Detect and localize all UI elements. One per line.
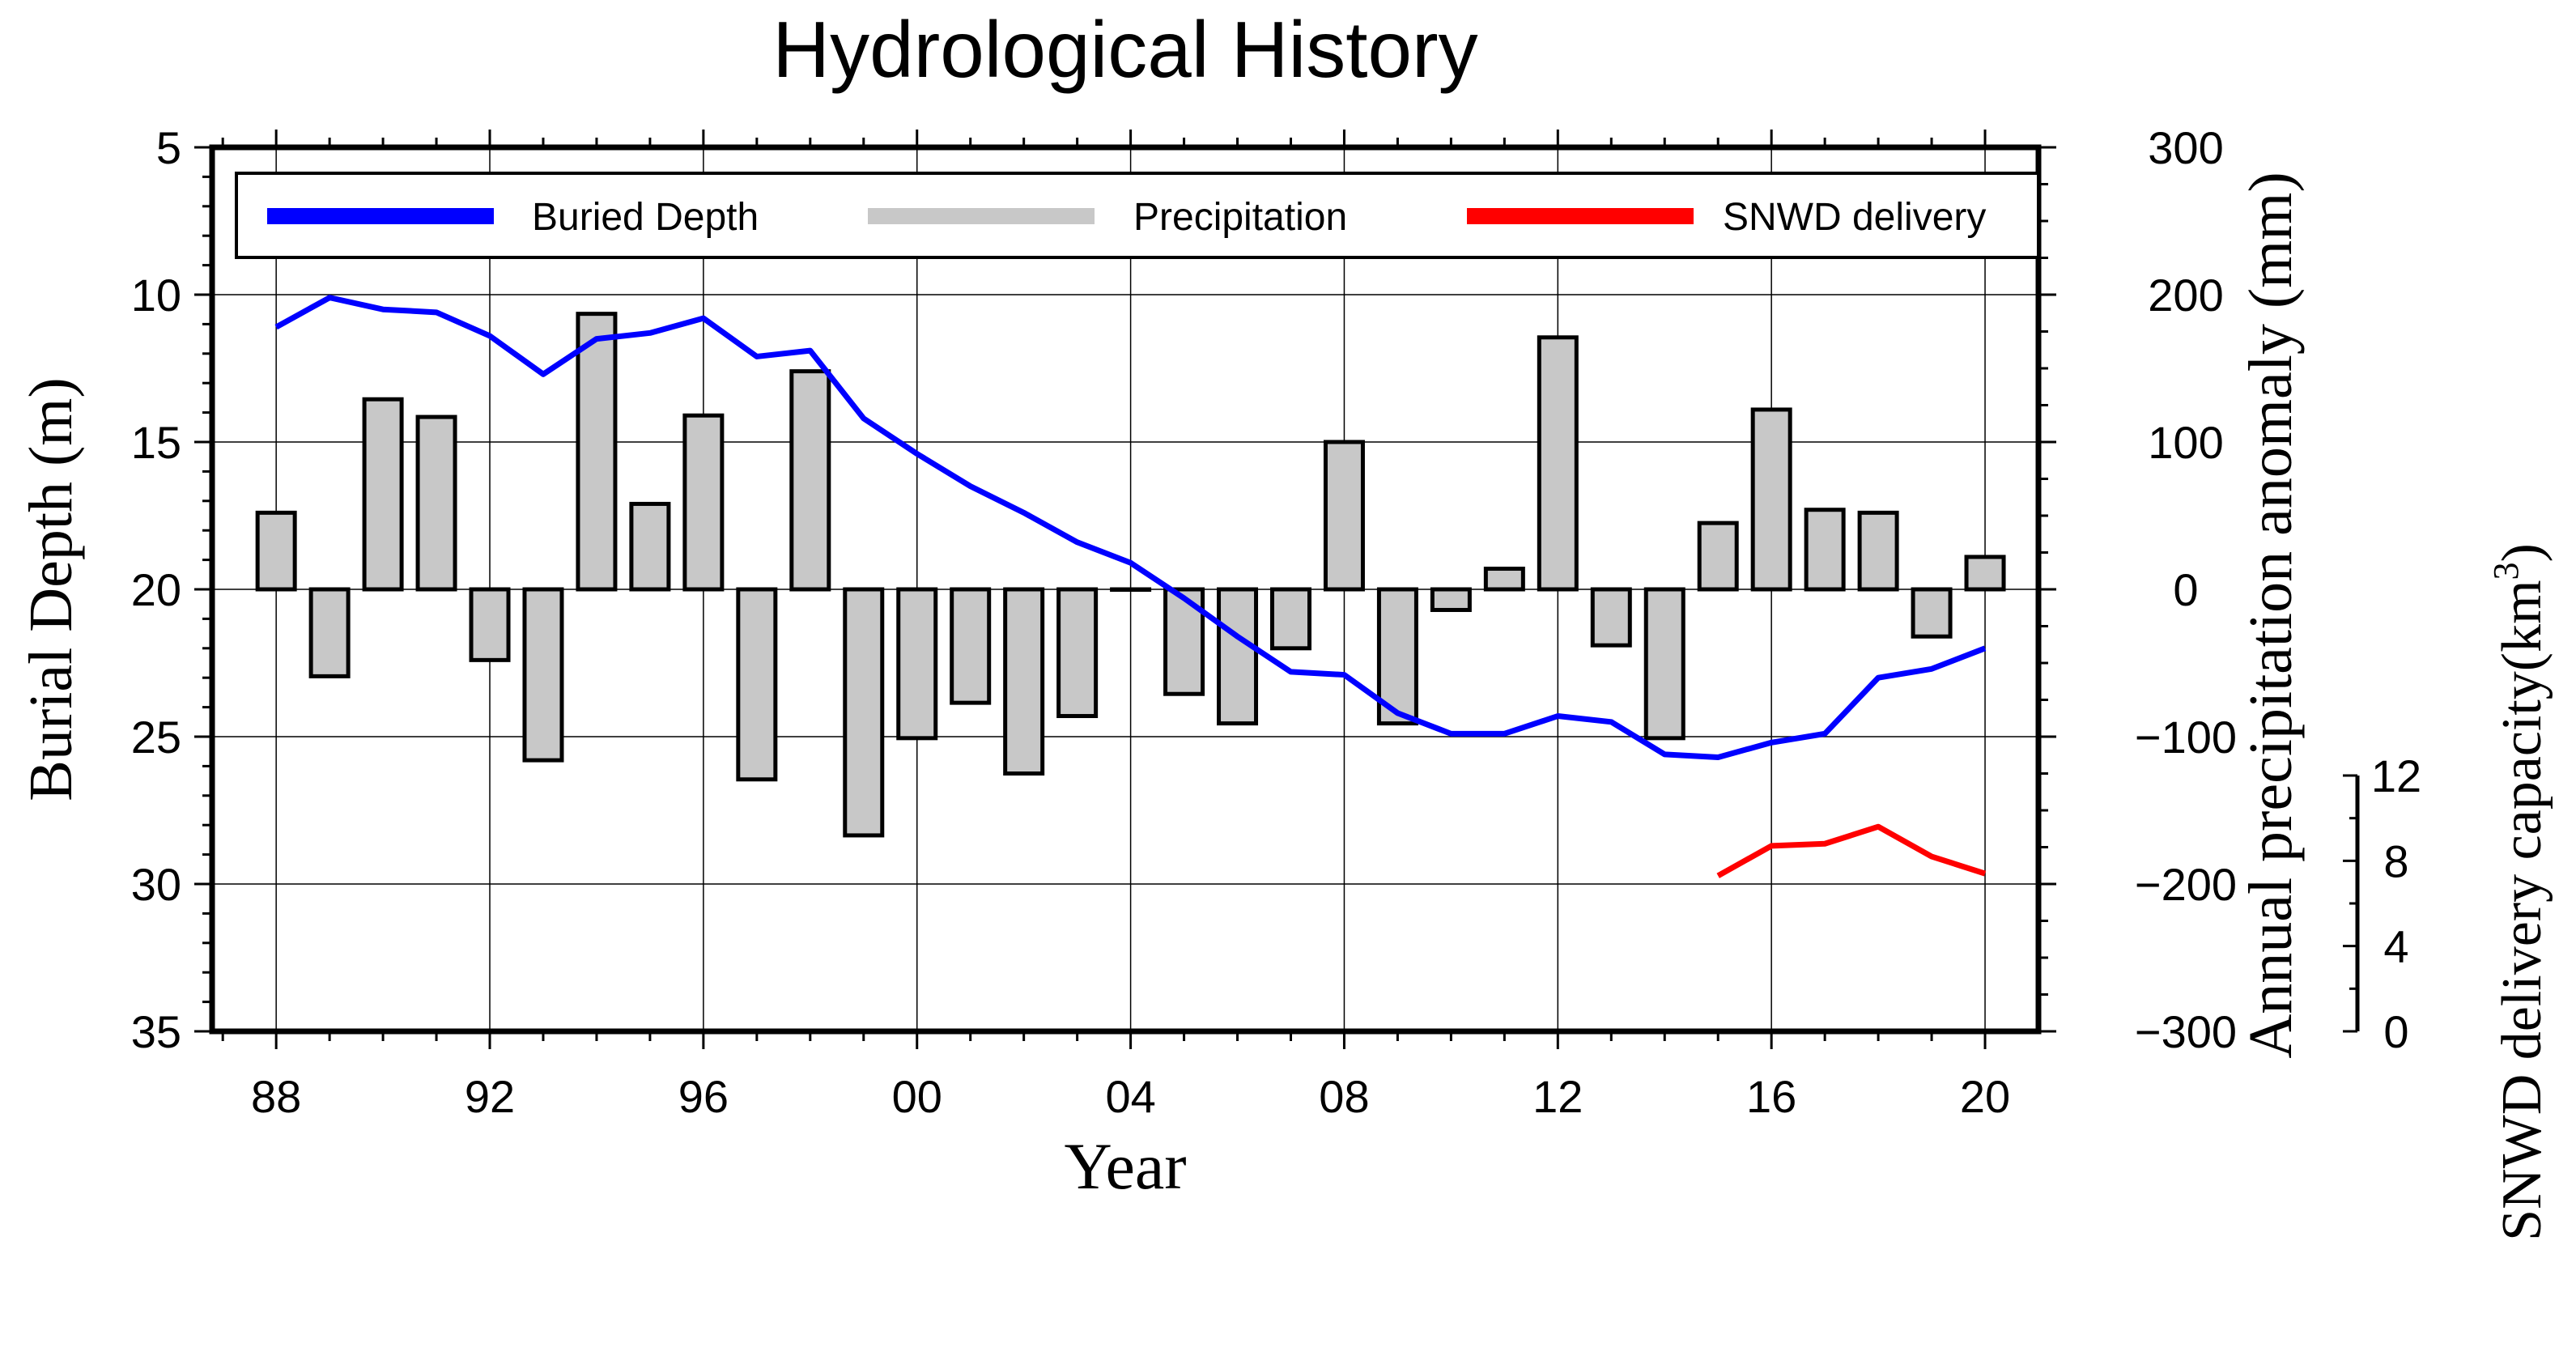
legend-label-buried-depth: Buried Depth xyxy=(532,196,759,239)
x-axis-label: Year xyxy=(1064,1129,1186,1203)
legend-box xyxy=(235,172,2040,259)
series-lines xyxy=(274,295,1987,878)
precipitation-bar xyxy=(362,397,404,592)
far-right-axis-tick-label: 4 xyxy=(2383,921,2408,972)
precipitation-bar xyxy=(255,510,297,592)
precipitation-bar xyxy=(1430,587,1472,612)
precipitation-bar xyxy=(736,587,778,782)
x-tick-label: 92 xyxy=(465,1071,515,1122)
precipitation-bar xyxy=(1110,587,1152,592)
precipitation-bar xyxy=(1964,555,2006,592)
far-right-label-main: SNWD delivery capacity(km xyxy=(2491,580,2553,1240)
left-axis-tick-label: 30 xyxy=(131,859,181,910)
precipitation-bar xyxy=(1537,335,1579,592)
precipitation-bar xyxy=(1269,587,1311,651)
precipitation-bar xyxy=(308,587,351,678)
precipitation-bar xyxy=(1643,587,1685,741)
right-axis-tick-label: 300 xyxy=(2148,122,2223,173)
precipitation-bar xyxy=(1323,440,1365,592)
precipitation-bar xyxy=(1217,587,1259,726)
legend-label-precipitation: Precipitation xyxy=(1133,196,1347,239)
precipitation-bar xyxy=(1911,587,1953,639)
legend: Buried Depth Precipitation SNWD delivery xyxy=(235,172,2040,259)
precipitation-bars xyxy=(255,312,2006,838)
left-axis-tick-label: 5 xyxy=(156,122,181,173)
left-axis-tick-label: 10 xyxy=(131,270,181,321)
y-axis-label-right: Annual precipitation anomaly (mm) xyxy=(2237,172,2305,1058)
precipitation-bar xyxy=(1697,521,1739,592)
precipitation-bar xyxy=(843,587,885,838)
precipitation-bar xyxy=(1857,510,1899,592)
precipitation-bar xyxy=(1056,587,1099,719)
left-axis-tick-label: 15 xyxy=(131,417,181,468)
precipitation-bar xyxy=(1750,407,1792,592)
precipitation-bar xyxy=(896,587,938,741)
precipitation-bar xyxy=(469,587,511,662)
axes: 88 92 96 00 04 08 12 16 205101520253035300200100… xyxy=(131,122,2421,1122)
y-axis-label-far-right: SNWD delivery capacity(km3) xyxy=(2486,543,2553,1241)
x-tick-label: 20 xyxy=(1960,1071,2010,1122)
precipitation-bar xyxy=(1804,508,1846,592)
chart-title: Hydrological History xyxy=(772,5,1477,94)
precipitation-bar xyxy=(789,369,831,592)
precipitation-bar xyxy=(522,587,564,763)
x-tick-label: 04 xyxy=(1105,1071,1155,1122)
x-tick-label: 16 xyxy=(1746,1071,1796,1122)
right-axis-tick-label: 200 xyxy=(2148,270,2223,321)
precipitation-bar xyxy=(629,501,671,592)
far-right-label-superscript: 3 xyxy=(2486,562,2526,580)
y-axis-label-left: Burial Depth (m) xyxy=(17,377,85,801)
x-tick-label: 12 xyxy=(1532,1071,1583,1122)
precipitation-bar xyxy=(1483,567,1525,592)
precipitation-bar xyxy=(1376,587,1418,726)
right-axis-tick-label: 100 xyxy=(2148,417,2223,468)
far-right-axis-tick-label: 0 xyxy=(2383,1006,2408,1057)
far-right-label-close: ) xyxy=(2491,543,2553,562)
right-axis-tick-label: −300 xyxy=(2135,1006,2237,1057)
far-right-axis-tick-label: 12 xyxy=(2371,750,2421,801)
x-tick-label: 00 xyxy=(892,1071,942,1122)
snwd-delivery-line xyxy=(1716,823,1987,878)
buried-depth-line xyxy=(274,295,1987,760)
left-axis-tick-label: 25 xyxy=(131,712,181,763)
left-axis-tick-label: 20 xyxy=(131,564,181,615)
precipitation-bar xyxy=(950,587,992,705)
precipitation-bar xyxy=(682,413,725,592)
precipitation-bar xyxy=(576,312,618,592)
right-axis-tick-label: −100 xyxy=(2135,712,2237,763)
x-tick-label: 88 xyxy=(251,1071,301,1122)
precipitation-bar xyxy=(1590,587,1632,648)
precipitation-bar xyxy=(415,414,457,592)
far-right-axis-tick-label: 8 xyxy=(2383,835,2408,886)
right-axis-tick-label: 0 xyxy=(2173,564,2198,615)
x-tick-label: 96 xyxy=(678,1071,729,1122)
legend-label-snwd-delivery: SNWD delivery xyxy=(1723,196,1986,239)
x-tick-label: 08 xyxy=(1319,1071,1369,1122)
precipitation-bar xyxy=(1003,587,1045,776)
right-axis-tick-label: −200 xyxy=(2135,859,2237,910)
left-axis-tick-label: 35 xyxy=(131,1006,181,1057)
